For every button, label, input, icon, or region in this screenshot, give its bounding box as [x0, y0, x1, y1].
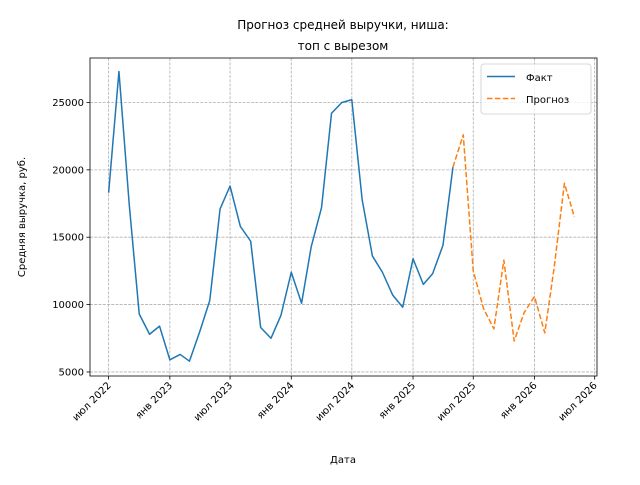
plot-area-frame: [89, 57, 598, 377]
legend-label-fact: Факт: [526, 73, 553, 84]
y-tick-label: 10000: [52, 300, 84, 311]
x-axis-label: Дата: [330, 455, 356, 466]
legend-label-forecast: Прогноз: [526, 95, 569, 106]
y-tick-label: 15000: [52, 233, 84, 244]
y-tick-label: 5000: [59, 367, 84, 378]
series-line-forecast: [452, 134, 576, 342]
y-tick-label: 20000: [52, 165, 84, 176]
series-layer: [107, 70, 576, 362]
legend: Факт Прогноз: [480, 63, 592, 115]
y-axis-label: Средняя выручка, руб.: [17, 157, 28, 277]
chart-title-line-1: Прогноз средней выручки, ниша:: [237, 18, 448, 32]
series-line-fact: [107, 70, 454, 362]
legend-box: [480, 63, 592, 115]
y-tick-label: 25000: [52, 98, 84, 109]
chart-title-line-2: топ с вырезом: [298, 39, 389, 53]
